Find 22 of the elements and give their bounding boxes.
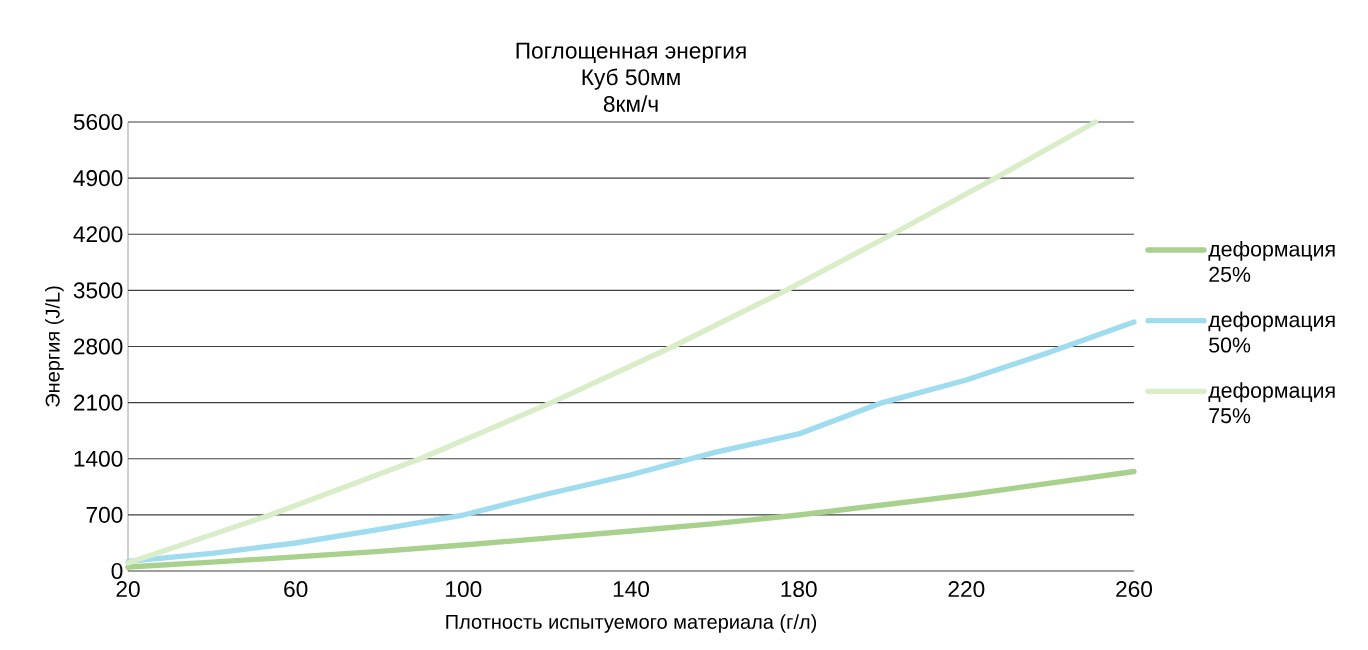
x-tick-label: 180 — [781, 581, 817, 598]
x-axis-title: Плотность испытуемого материала (г/л) — [446, 614, 817, 633]
x-tick-label: 100 — [446, 581, 482, 598]
y-tick-label: 0 — [111, 562, 123, 580]
y-tick-label: 700 — [86, 506, 123, 523]
x-tick-label: 260 — [1116, 581, 1153, 598]
chart-title: Поглощенная энергия Куб 50мм 8км/ч — [516, 42, 746, 112]
x-tick-label: 220 — [948, 581, 985, 598]
y-tick-label: 2800 — [74, 338, 123, 355]
y-tick-label: 3500 — [73, 282, 123, 299]
y-tick-label: 4900 — [73, 170, 123, 187]
y-tick-label: 5600 — [73, 113, 123, 131]
legend-label: деформация 50% — [1208, 311, 1335, 353]
x-tick-label: 60 — [284, 581, 308, 598]
y-tick-label: 2100 — [74, 394, 123, 411]
y-tick-label: 1400 — [74, 450, 123, 467]
y-axis-title: Энергия (J/L) — [45, 286, 64, 407]
x-tick-label: 20 — [116, 581, 140, 598]
legend-label: деформация 75% — [1208, 382, 1335, 424]
y-tick-label: 4200 — [73, 226, 123, 243]
x-tick-label: 140 — [613, 581, 650, 598]
legend-label: деформация 25% — [1208, 240, 1335, 282]
